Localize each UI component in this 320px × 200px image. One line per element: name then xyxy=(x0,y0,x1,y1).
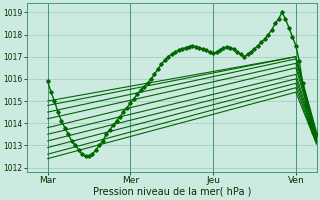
X-axis label: Pression niveau de la mer( hPa ): Pression niveau de la mer( hPa ) xyxy=(92,187,251,197)
